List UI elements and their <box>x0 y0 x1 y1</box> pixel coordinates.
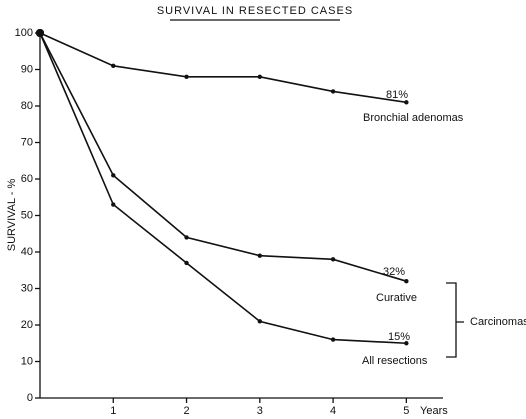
x-tick-label: 1 <box>110 405 116 417</box>
y-tick-label: 0 <box>27 392 33 404</box>
data-point <box>111 202 116 207</box>
data-point <box>330 257 336 262</box>
y-tick-label: 100 <box>15 27 33 39</box>
x-axis-label: Years <box>420 405 448 417</box>
bracket <box>446 282 464 358</box>
data-point <box>36 29 44 37</box>
y-tick-label: 60 <box>21 173 33 185</box>
annotation: Carcinomas <box>470 316 526 328</box>
y-tick-label: 30 <box>21 282 33 294</box>
series-label: Curative <box>376 292 417 304</box>
data-point <box>111 63 116 69</box>
series-label: Bronchial adenomas <box>363 112 464 124</box>
data-point <box>111 173 116 178</box>
data-point <box>330 337 336 342</box>
value-label: 15% <box>388 331 410 343</box>
value-label: 32% <box>383 266 405 278</box>
series-line <box>39 32 407 345</box>
data-point <box>257 319 263 324</box>
data-point <box>404 279 409 284</box>
series-line <box>39 32 407 104</box>
y-tick-label: 20 <box>21 319 33 331</box>
x-tick-label: 5 <box>403 405 409 417</box>
data-point <box>404 341 409 346</box>
y-tick-label: 50 <box>21 209 33 221</box>
data-point <box>184 74 189 80</box>
series-line <box>39 32 407 282</box>
series-label: All resections <box>362 355 428 367</box>
y-tick-label: 40 <box>21 246 33 258</box>
data-point <box>404 100 409 105</box>
y-tick-label: 90 <box>21 63 33 75</box>
data-point <box>184 260 189 266</box>
x-tick-label: 2 <box>183 405 189 417</box>
data-point <box>330 89 336 94</box>
y-tick-label: 80 <box>21 100 33 112</box>
y-axis-label: SURVIVAL - % <box>6 179 18 252</box>
y-tick-label: 70 <box>21 136 33 148</box>
x-tick-label: 3 <box>257 405 263 417</box>
data-point <box>257 253 263 258</box>
value-label: 81% <box>386 89 408 101</box>
data-point <box>257 74 263 80</box>
x-tick-label: 4 <box>330 405 336 417</box>
y-tick-label: 10 <box>21 355 33 367</box>
data-point <box>184 235 189 240</box>
chart-title: SURVIVAL IN RESECTED CASES <box>157 5 353 17</box>
